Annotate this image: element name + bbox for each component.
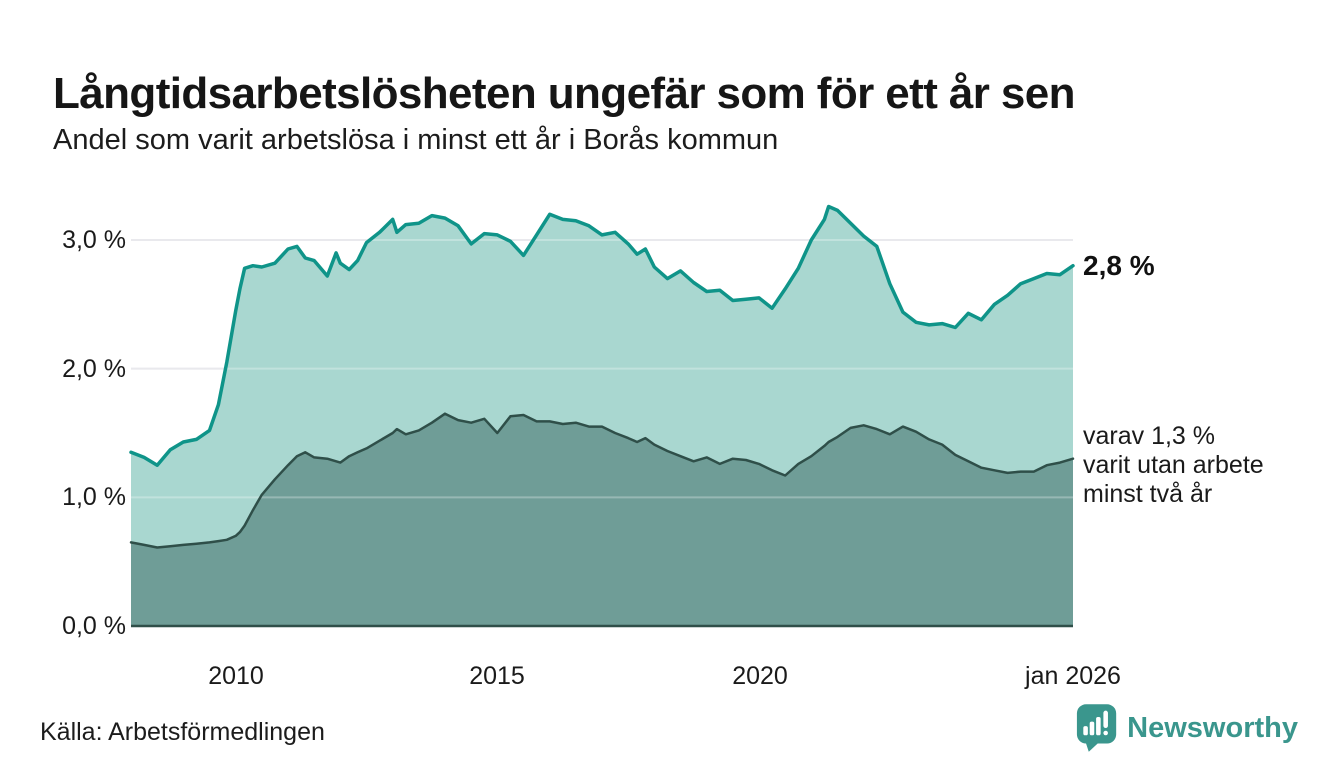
x-axis-tick-2020: 2020 [732, 662, 788, 690]
line-one-year [129, 204, 1075, 467]
page-title: Långtidsarbetslösheten ungefär som för e… [53, 69, 1076, 119]
line-two-year [129, 412, 1075, 549]
brand-name: Newsworthy [1127, 711, 1298, 744]
y-axis-tick-2: 2,0 % [62, 355, 126, 383]
two-year-annotation-line1: varav 1,3 % [1083, 421, 1216, 450]
two-year-annotation-line3: minst två år [1083, 479, 1213, 508]
area-two-year [131, 413, 1073, 626]
latest-value-label: 2,8 % [1083, 249, 1155, 281]
y-axis-tick-0: 0,0 % [62, 612, 126, 640]
brand-logo[interactable]: Newsworthy [1076, 704, 1298, 752]
two-year-annotation: varav 1,3 % varit utan arbete minst två … [1083, 422, 1264, 509]
two-year-annotation-line2: varit utan arbete [1083, 450, 1264, 479]
source-credit: Källa: Arbetsförmedlingen [40, 718, 325, 746]
y-axis-tick-1: 1,0 % [62, 483, 126, 511]
x-axis-tick-jan-2026: jan 2026 [1025, 662, 1121, 690]
x-axis-tick-2010: 2010 [208, 662, 264, 690]
chart-subtitle: Andel som varit arbetslösa i minst ett å… [53, 124, 779, 156]
newsworthy-icon [1077, 704, 1117, 752]
x-axis-tick-2015: 2015 [469, 662, 525, 690]
y-axis-tick-3: 3,0 % [62, 226, 126, 254]
